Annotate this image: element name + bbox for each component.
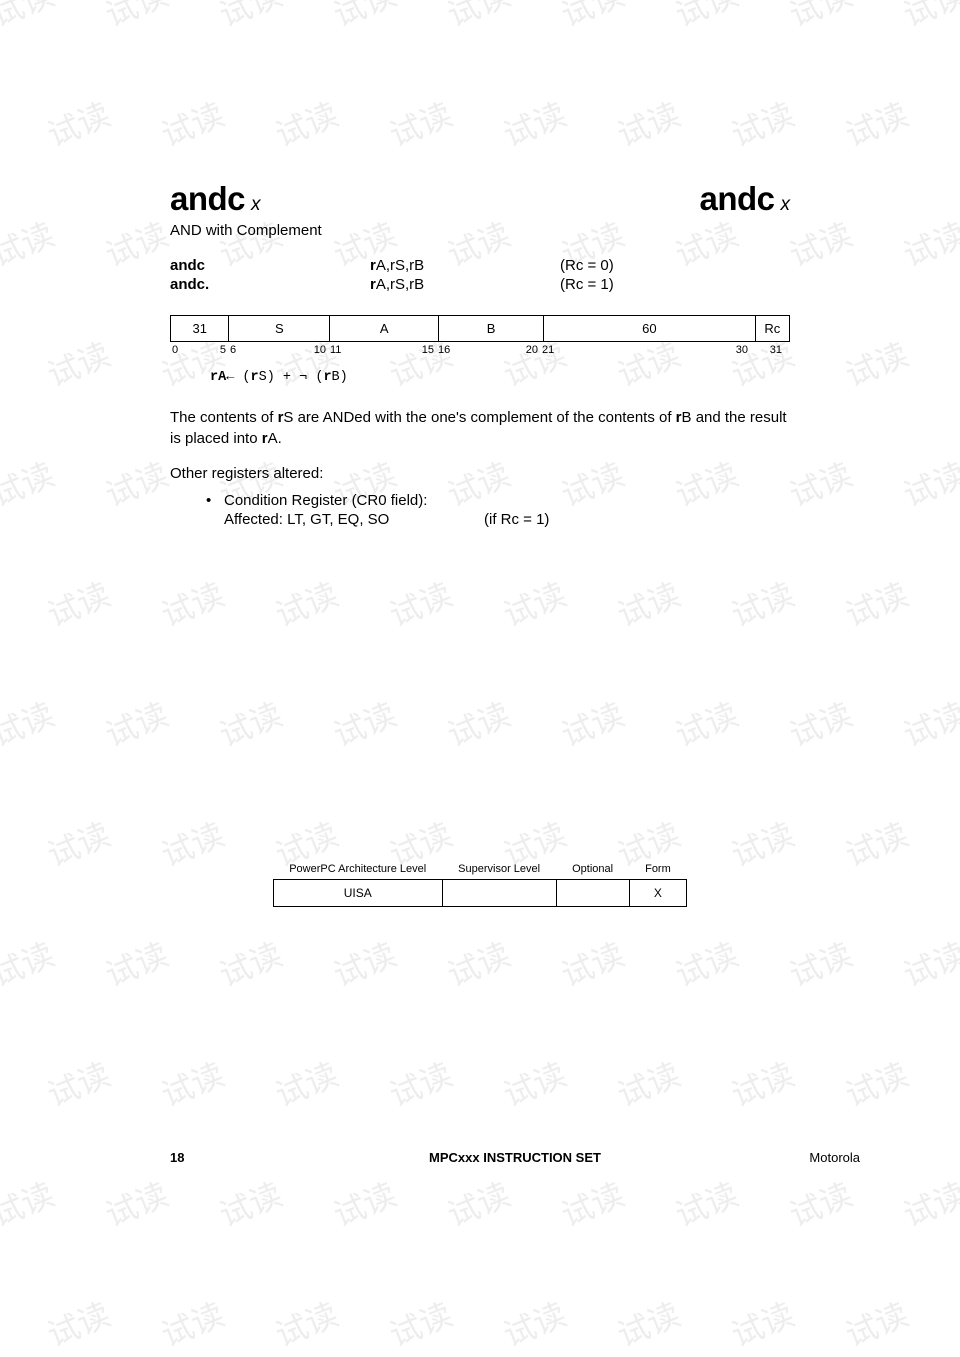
diagram-field: Rc (755, 316, 789, 342)
diagram-field: A (330, 316, 439, 342)
mnemonic-rc: (Rc = 1) (560, 276, 614, 293)
diagram-field: 60 (544, 316, 756, 342)
page-footer: 18 MPCxxx INSTRUCTION SET Motorola (170, 1150, 860, 1165)
mnemonic-name: andc (170, 257, 370, 274)
mnemonic-name: andc. (170, 276, 370, 293)
arch-table-header: PowerPC Architecture Level (273, 863, 442, 880)
arch-table-cell: UISA (273, 880, 442, 907)
arch-table-cell: X (629, 880, 687, 907)
bullet-icon: • (206, 492, 224, 509)
bullet-line1: Condition Register (CR0 field): (224, 492, 427, 509)
arch-table-cell (442, 880, 556, 907)
instruction-description: AND with Complement (170, 222, 790, 239)
mnemonic-rc: (Rc = 0) (560, 257, 614, 274)
mnemonic-rows: andc rA,rS,rB (Rc = 0) andc. rA,rS,rB (R… (170, 257, 790, 293)
mnemonic-row: andc rA,rS,rB (Rc = 0) (170, 257, 790, 274)
mnemonic-operands: rA,rS,rB (370, 276, 560, 293)
encoding-diagram: 31SAB60Rc 0561011151620213031 (170, 315, 790, 356)
arch-table-header: Supervisor Level (442, 863, 556, 880)
heading-left-suffix: x (251, 194, 261, 216)
diagram-field: 31 (171, 316, 229, 342)
rtl-pseudocode: rA← (rS) + ¬ (rB) (210, 370, 790, 385)
diagram-field: S (229, 316, 330, 342)
mnemonic-operands: rA,rS,rB (370, 257, 560, 274)
altered-registers-label: Other registers altered: (170, 465, 790, 482)
altered-registers-list: • Condition Register (CR0 field): Affect… (206, 492, 790, 528)
footer-title: MPCxxx INSTRUCTION SET (170, 1150, 860, 1165)
footer-publisher: Motorola (809, 1150, 860, 1165)
bullet-affected: Affected: LT, GT, EQ, SO (224, 511, 484, 528)
instruction-heading: andcx andcx (170, 180, 790, 218)
arch-table-cell (556, 880, 629, 907)
heading-left-name: andc (170, 180, 245, 218)
architecture-table: PowerPC Architecture LevelSupervisor Lev… (273, 863, 688, 907)
diagram-field: B (439, 316, 544, 342)
heading-right-name: andc (699, 180, 774, 218)
arch-table-header: Form (629, 863, 687, 880)
bullet-condition: (if Rc = 1) (484, 511, 549, 528)
mnemonic-row: andc. rA,rS,rB (Rc = 1) (170, 276, 790, 293)
heading-right-suffix: x (781, 194, 791, 216)
arch-table-header: Optional (556, 863, 629, 880)
page-content: andcx andcx AND with Complement andc rA,… (0, 0, 960, 907)
instruction-paragraph: The contents of rS are ANDed with the on… (170, 407, 790, 449)
